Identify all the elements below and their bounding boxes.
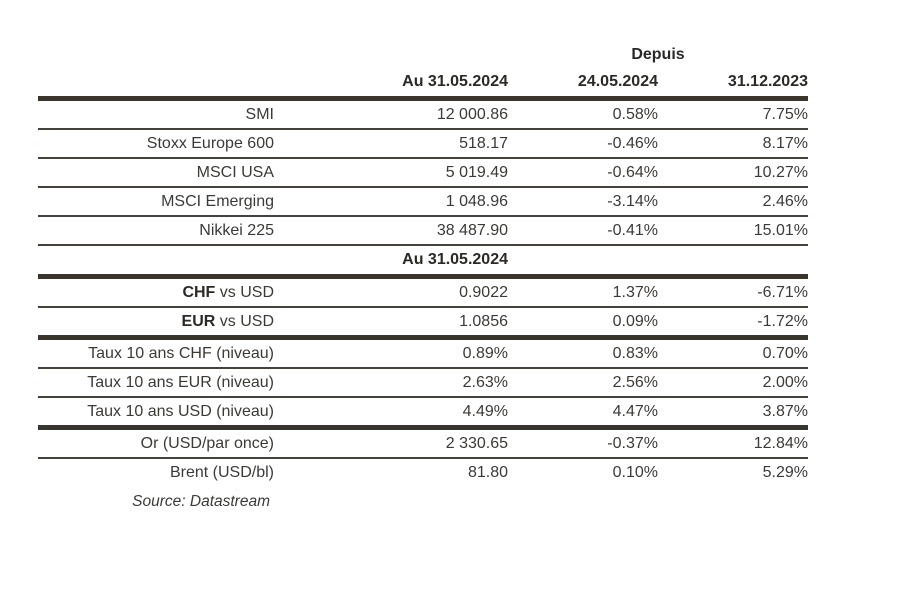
value-cell: 12 000.86 [436, 106, 508, 123]
row-label: Taux 10 ans EUR (niveau) [87, 374, 274, 391]
value-cell: 7.75% [762, 106, 808, 123]
value-cell: 2.46% [762, 193, 808, 210]
table-row-or: Or (USD/par once) 2 330.65 -0.37% 12.84% [38, 430, 808, 459]
row-label: CHF vs USD [38, 279, 278, 306]
row-label: SMI [245, 106, 274, 123]
value-cell: 5.29% [762, 464, 808, 481]
column-header-31-12-2023: 31.12.2023 [727, 73, 808, 90]
value-cell: 1.0856 [459, 313, 508, 330]
table-row-taux-10-ans-eur: Taux 10 ans EUR (niveau) 2.63% 2.56% 2.0… [38, 369, 808, 398]
column-header-au-31-05-2024: Au 31.05.2024 [402, 73, 508, 90]
column-header-row: Au 31.05.2024 24.05.2024 31.12.2023 [38, 68, 808, 101]
row-label: MSCI Emerging [161, 193, 274, 210]
row-label: Taux 10 ans CHF (niveau) [88, 345, 274, 362]
depuis-header-row: Depuis [38, 42, 808, 68]
depuis-header-label: Depuis [631, 46, 685, 63]
value-cell: -3.14% [607, 193, 658, 210]
section-header-row: Au 31.05.2024 [38, 246, 808, 279]
value-cell: -6.71% [757, 284, 808, 301]
table-row-brent: Brent (USD/bl) 81.80 0.10% 5.29% [38, 459, 808, 486]
table-row-stoxx-europe-600: Stoxx Europe 600 518.17 -0.46% 8.17% [38, 130, 808, 159]
table-row-msci-emerging: MSCI Emerging 1 048.96 -3.14% 2.46% [38, 188, 808, 217]
value-cell: 0.10% [612, 464, 658, 481]
value-cell: 0.9022 [459, 284, 508, 301]
value-cell: 15.01% [753, 222, 808, 239]
table-row-eur-vs-usd: EUR vs USD 1.0856 0.09% -1.72% [38, 308, 808, 340]
value-cell: 2.63% [462, 374, 508, 391]
table-row-smi: SMI 12 000.86 0.58% 7.75% [38, 101, 808, 130]
value-cell: 0.09% [612, 313, 658, 330]
row-label: Brent (USD/bl) [169, 464, 274, 481]
value-cell: 518.17 [459, 135, 508, 152]
row-label: Taux 10 ans USD (niveau) [87, 403, 274, 420]
value-cell: 0.58% [612, 106, 658, 123]
table-row-taux-10-ans-usd: Taux 10 ans USD (niveau) 4.49% 4.47% 3.8… [38, 398, 808, 430]
value-cell: 12.84% [753, 435, 808, 452]
row-label: Stoxx Europe 600 [146, 135, 274, 152]
row-label: Nikkei 225 [199, 222, 274, 239]
table-row-nikkei-225: Nikkei 225 38 487.90 -0.41% 15.01% [38, 217, 808, 246]
value-cell: -0.37% [607, 435, 658, 452]
row-label-bold: EUR [181, 313, 216, 330]
table-row-chf-vs-usd: CHF vs USD 0.9022 1.37% -6.71% [38, 279, 808, 308]
table-row-msci-usa: MSCI USA 5 019.49 -0.64% 10.27% [38, 159, 808, 188]
section-header-au-31-05-2024: Au 31.05.2024 [402, 251, 508, 268]
value-cell: 38 487.90 [436, 222, 508, 239]
row-label: MSCI USA [196, 164, 274, 181]
value-cell: 81.80 [467, 464, 508, 481]
row-label: Or (USD/par once) [140, 435, 274, 452]
value-cell: -0.64% [607, 164, 658, 181]
value-cell: 8.17% [762, 135, 808, 152]
value-cell: 1 048.96 [445, 193, 508, 210]
row-label-rest: vs USD [215, 313, 274, 330]
column-header-24-05-2024: 24.05.2024 [577, 73, 658, 90]
value-cell: 0.83% [612, 345, 658, 362]
row-label-bold: CHF [182, 284, 216, 301]
value-cell: -1.72% [757, 313, 808, 330]
value-cell: 0.89% [462, 345, 508, 362]
source-note: Source: Datastream [132, 493, 270, 510]
row-label-rest: vs USD [215, 284, 274, 301]
value-cell: -0.46% [607, 135, 658, 152]
value-cell: 5 019.49 [445, 164, 508, 181]
value-cell: 10.27% [753, 164, 808, 181]
value-cell: 0.70% [762, 345, 808, 362]
value-cell: 3.87% [762, 403, 808, 420]
table-row-taux-10-ans-chf: Taux 10 ans CHF (niveau) 0.89% 0.83% 0.7… [38, 340, 808, 369]
value-cell: -0.41% [607, 222, 658, 239]
value-cell: 4.49% [462, 403, 508, 420]
value-cell: 2.00% [762, 374, 808, 391]
market-data-table: Depuis Au 31.05.2024 24.05.2024 31.12.20… [38, 42, 808, 486]
row-label: EUR vs USD [38, 308, 278, 335]
value-cell: 2 330.65 [445, 435, 508, 452]
value-cell: 4.47% [612, 403, 658, 420]
value-cell: 1.37% [612, 284, 658, 301]
value-cell: 2.56% [612, 374, 658, 391]
